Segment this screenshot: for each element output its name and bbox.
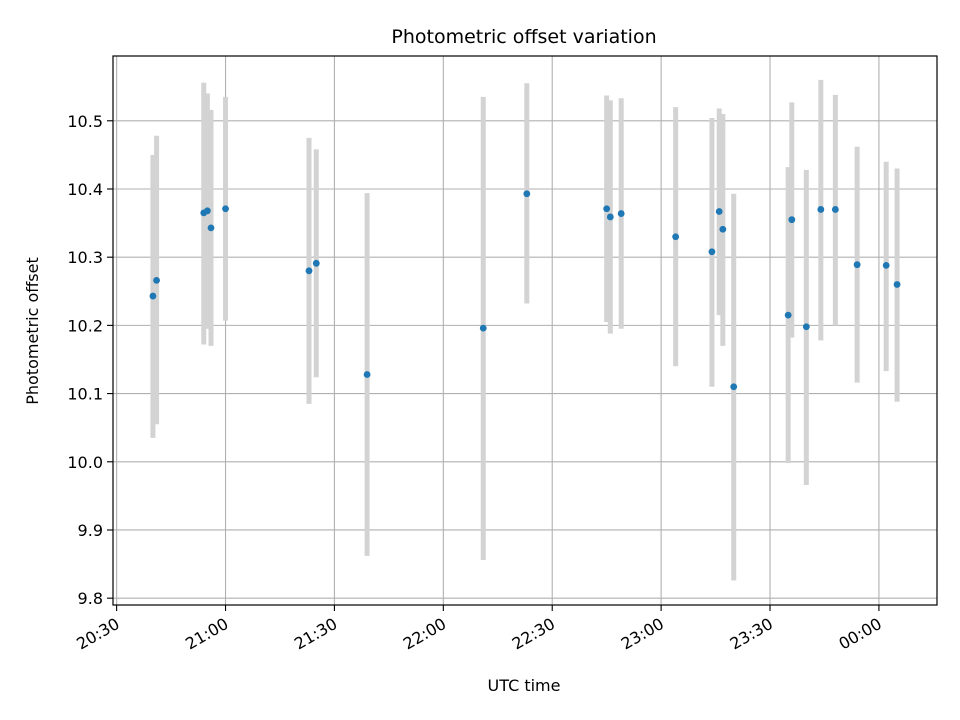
data-point: [305, 267, 313, 275]
y-tick-label: 10.1: [67, 385, 103, 404]
data-point: [363, 371, 371, 378]
y-axis-label: Photometric offset: [23, 257, 42, 405]
data-point: [222, 205, 229, 213]
data-point: [882, 261, 890, 269]
y-tick-label: 10.5: [67, 112, 103, 131]
data-point: [719, 225, 727, 233]
data-point: [523, 190, 531, 198]
data-point: [715, 208, 723, 215]
y-tick-label: 10.0: [67, 453, 103, 472]
data-point: [606, 213, 614, 221]
y-tick-label: 10.4: [67, 180, 103, 199]
data-point: [312, 259, 320, 267]
data-point: [603, 205, 611, 213]
data-point: [893, 281, 901, 288]
y-tick-label: 10.3: [67, 248, 103, 267]
data-point: [672, 233, 680, 241]
data-points: [149, 190, 901, 391]
data-point: [853, 261, 861, 269]
x-axis-label: UTC time: [488, 676, 561, 695]
data-point: [802, 323, 810, 331]
data-point: [207, 224, 215, 232]
y-axis-ticks: 9.8 9.9 10.0 10.1 10.2 10.3 10.4 10.5: [67, 112, 113, 608]
y-tick-label: 10.2: [67, 316, 103, 335]
data-point: [730, 383, 738, 391]
plot-frame: [112, 55, 938, 606]
data-point: [153, 276, 160, 284]
data-point: [784, 311, 792, 319]
data-point: [203, 207, 211, 215]
y-tick-label: 9.9: [78, 521, 103, 540]
data-point: [617, 210, 625, 217]
data-point: [788, 216, 796, 224]
data-point: [831, 206, 839, 213]
chart-title: Photometric offset variation: [391, 26, 656, 48]
data-point: [708, 248, 716, 256]
data-point: [479, 324, 487, 332]
data-point: [817, 206, 825, 213]
y-tick-label: 9.8: [78, 589, 103, 608]
data-point: [149, 292, 157, 300]
